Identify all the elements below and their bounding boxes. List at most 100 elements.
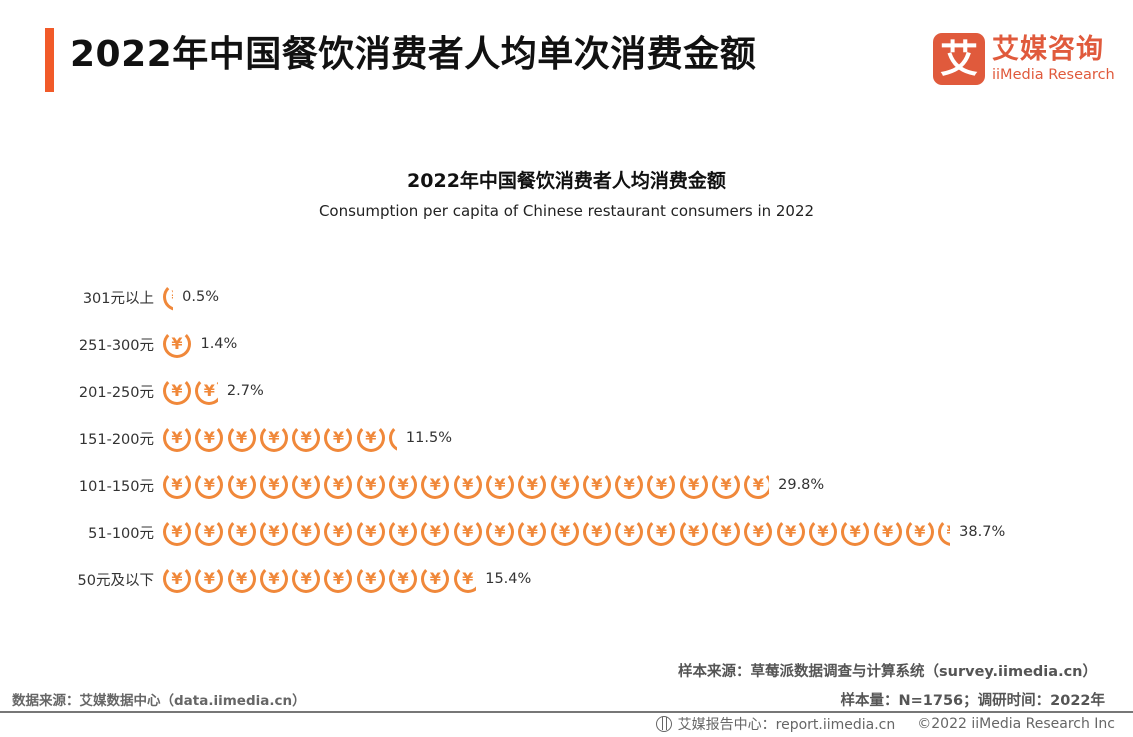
yuan-coin-icon: ¥ xyxy=(421,565,450,593)
yuan-coin-icon: ¥ xyxy=(647,471,676,499)
yuan-coin-icon: ¥ xyxy=(356,424,385,452)
yuan-coin-icon: ¥ xyxy=(195,377,218,405)
footer-divider xyxy=(0,711,1133,713)
yuan-coin-icon: ¥ xyxy=(324,518,353,546)
yuan-coin-icon: ¥ xyxy=(389,518,418,546)
yuan-coin-icon: ¥ xyxy=(938,518,951,546)
yuan-coin-icon: ¥ xyxy=(324,565,353,593)
chart-title: 2022年中国餐饮消费者人均消费金额 xyxy=(407,170,726,192)
yuan-coin-icon: ¥ xyxy=(227,518,256,546)
yuan-coin-icon: ¥ xyxy=(389,424,397,452)
title-accent-bar xyxy=(45,28,54,92)
yuan-coin-icon: ¥ xyxy=(195,471,224,499)
page-title: 2022年中国餐饮消费者人均单次消费金额 xyxy=(70,34,757,75)
value-label: 15.4% xyxy=(485,571,532,587)
yuan-coin-icon: ¥ xyxy=(679,518,708,546)
yuan-coin-icon: ¥ xyxy=(453,565,477,593)
pictogram-bar: ¥ ¥ xyxy=(163,375,218,407)
yuan-coin-icon: ¥ xyxy=(873,518,902,546)
category-label: 251-300元 xyxy=(78,337,154,354)
value-label: 11.5% xyxy=(405,430,452,446)
yuan-coin-icon: ¥ xyxy=(292,424,321,452)
yuan-coin-icon: ¥ xyxy=(259,424,288,452)
yuan-coin-icon: ¥ xyxy=(163,518,191,546)
yuan-coin-icon: ¥ xyxy=(647,518,676,546)
yuan-coin-icon: ¥ xyxy=(163,330,191,358)
pictogram-bar: ¥¥¥¥¥¥¥¥ xyxy=(163,422,397,454)
yuan-coin-icon: ¥ xyxy=(744,518,773,546)
copyright: ©2022 iiMedia Research Inc xyxy=(917,716,1115,732)
yuan-coin-icon: ¥ xyxy=(163,471,191,499)
yuan-coin-icon: ¥ xyxy=(615,471,644,499)
yuan-coin-icon: ¥ xyxy=(453,471,482,499)
pictogram-bar: ¥ ¥ ¥ ¥ ¥ ¥ ¥ ¥ ¥ ¥ ¥ ¥ ¥ ¥ ¥ ¥ ¥ ¥ ¥ xyxy=(163,469,770,501)
yuan-coin-icon: ¥ xyxy=(776,518,805,546)
yuan-coin-icon: ¥ xyxy=(518,471,547,499)
yuan-coin-icon: ¥ xyxy=(259,518,288,546)
value-label: 29.8% xyxy=(778,477,825,493)
yuan-coin-icon: ¥ xyxy=(292,565,321,593)
yuan-coin-icon: ¥ xyxy=(227,424,256,452)
chart-subtitle: Consumption per capita of Chinese restau… xyxy=(318,202,815,220)
report-center-link[interactable]: 艾媒报告中心：report.iimedia.cn xyxy=(677,717,896,733)
yuan-coin-icon: ¥ xyxy=(356,565,385,593)
pictogram-bar: ¥ xyxy=(163,328,191,360)
yuan-coin-icon: ¥ xyxy=(518,518,547,546)
yuan-coin-icon: ¥ xyxy=(485,518,514,546)
yuan-coin-icon: ¥ xyxy=(550,471,579,499)
yuan-coin-icon: ¥ xyxy=(421,518,450,546)
category-label: 51-100元 xyxy=(88,525,154,542)
yuan-coin-icon: ¥ xyxy=(195,424,224,452)
category-label: 201-250元 xyxy=(78,384,154,401)
yuan-coin-icon: ¥ xyxy=(550,518,579,546)
value-label: 1.4% xyxy=(200,336,238,352)
yuan-coin-icon: ¥ xyxy=(744,471,770,499)
yuan-coin-icon: ¥ xyxy=(582,471,611,499)
yuan-coin-icon: ¥ xyxy=(163,565,191,593)
yuan-coin-icon: ¥ xyxy=(227,565,256,593)
yuan-coin-icon: ¥ xyxy=(389,471,418,499)
yuan-coin-icon: ¥ xyxy=(485,471,514,499)
yuan-coin-icon: ¥ xyxy=(356,518,385,546)
yuan-coin-icon: ¥ xyxy=(292,518,321,546)
sample-info: 样本量：N=1756；调研时间：2022年 xyxy=(840,693,1106,709)
pictogram-bar: ¥ xyxy=(163,281,174,313)
footer: 艾媒报告中心：report.iimedia.cn ©2022 iiMedia R… xyxy=(655,714,1115,734)
yuan-coin-icon: ¥ xyxy=(259,471,288,499)
logo-en-text: iiMedia Research xyxy=(992,67,1115,83)
value-label: 0.5% xyxy=(182,289,219,305)
yuan-coin-icon: ¥ xyxy=(324,424,353,452)
yuan-coin-icon: ¥ xyxy=(712,518,741,546)
yuan-coin-icon: ¥ xyxy=(712,471,741,499)
logo-mark-icon: 艾 xyxy=(933,33,985,85)
yuan-coin-icon: ¥ xyxy=(324,471,353,499)
yuan-coin-icon: ¥ xyxy=(259,565,288,593)
yuan-coin-icon: ¥ xyxy=(195,565,224,593)
yuan-coin-icon: ¥ xyxy=(163,283,174,311)
yuan-coin-icon: ¥ xyxy=(808,518,837,546)
yuan-coin-icon: ¥ xyxy=(163,377,191,405)
yuan-coin-icon: ¥ xyxy=(227,471,256,499)
data-source: 数据来源：艾媒数据中心（data.iimedia.cn） xyxy=(12,693,306,709)
yuan-coin-icon: ¥ xyxy=(292,471,321,499)
category-label: 301元以上 xyxy=(82,290,154,307)
yuan-coin-icon: ¥ xyxy=(582,518,611,546)
yuan-coin-icon: ¥ xyxy=(679,471,708,499)
yuan-coin-icon: ¥ xyxy=(356,471,385,499)
yuan-coin-icon: ¥ xyxy=(389,565,418,593)
yuan-coin-icon: ¥ xyxy=(841,518,870,546)
globe-icon xyxy=(655,716,672,732)
category-label: 151-200元 xyxy=(78,431,154,448)
value-label: 38.7% xyxy=(959,524,1006,540)
yuan-coin-icon: ¥ xyxy=(195,518,224,546)
pictogram-bar: ¥¥¥¥¥¥¥¥¥¥¥¥¥¥¥¥¥¥¥¥¥¥¥¥¥ xyxy=(163,516,951,548)
category-label: 101-150元 xyxy=(78,478,154,495)
yuan-coin-icon: ¥ xyxy=(453,518,482,546)
pictogram-bar: ¥ ¥ ¥ ¥ ¥ ¥ ¥ ¥ ¥ ¥ xyxy=(163,563,477,595)
category-label: 50元及以下 xyxy=(77,572,154,589)
yuan-coin-icon: ¥ xyxy=(421,471,450,499)
value-label: 2.7% xyxy=(226,383,264,399)
sample-source: 样本来源：草莓派数据调查与计算系统（survey.iimedia.cn） xyxy=(678,664,1097,680)
iimedia-logo: 艾 艾媒咨询 iiMedia Research xyxy=(933,33,1115,85)
yuan-coin-icon: ¥ xyxy=(615,518,644,546)
